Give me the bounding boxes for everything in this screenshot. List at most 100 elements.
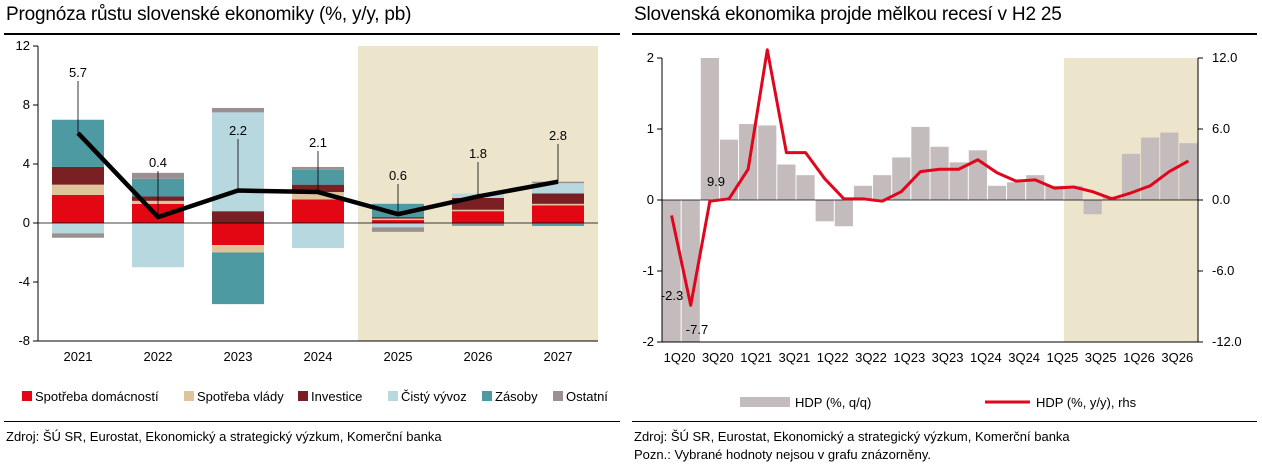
- x-tick-label: 3Q26: [1161, 350, 1193, 365]
- x-tick-label: 3Q22: [855, 350, 887, 365]
- bar-segment: [132, 223, 184, 268]
- right-source-text: Zdroj: ŠÚ SR, Eurostat, Ekonomický a str…: [634, 429, 1070, 444]
- y-tick-label: 12: [16, 38, 30, 53]
- y-tick-label-right: 0.0: [1212, 192, 1230, 207]
- legend-label: Spotřeba vlády: [197, 389, 284, 404]
- hdp-qq-bar: [815, 200, 834, 222]
- y-tick-label-right: -12.0: [1212, 334, 1242, 349]
- data-label: 0.4: [149, 155, 167, 170]
- hdp-qq-bar: [892, 157, 911, 200]
- y-tick-label: -4: [18, 274, 30, 289]
- hdp-qq-bar: [1007, 182, 1026, 200]
- hdp-qq-bar: [1160, 132, 1179, 200]
- hdp-qq-bar: [719, 139, 739, 200]
- y-tick-label: 8: [23, 97, 30, 112]
- left-source-rule: [4, 421, 620, 422]
- bar-segment: [212, 107, 264, 113]
- hdp-qq-bar: [700, 58, 719, 200]
- data-label: 2.2: [229, 123, 247, 138]
- bar-segment: [452, 211, 504, 223]
- legend-label-line: HDP (%, y/y), rhs: [1036, 395, 1137, 410]
- x-tick-label: 1Q23: [893, 350, 925, 365]
- x-tick-label: 2022: [144, 349, 173, 364]
- x-tick-label: 1Q24: [970, 350, 1002, 365]
- bar-segment: [52, 233, 104, 238]
- hdp-qq-bar: [777, 164, 796, 200]
- data-label: 5.7: [69, 65, 87, 80]
- bar-segment: [372, 223, 424, 228]
- hdp-yy-line: [670, 48, 1190, 307]
- y-tick-label-left: -1: [642, 263, 654, 278]
- hdp-qq-bar: [1141, 137, 1160, 200]
- bar-segment: [292, 223, 344, 249]
- hdp-qq-bar: [853, 185, 873, 200]
- bar-segment: [212, 211, 264, 223]
- bar-segment: [52, 184, 104, 195]
- x-tick-label: 3Q20: [702, 350, 734, 365]
- legend-label: Zásoby: [495, 389, 538, 404]
- hdp-qq-bar: [987, 185, 1007, 200]
- hdp-qq-bar: [949, 162, 968, 200]
- y-tick-label-left: -2: [642, 334, 654, 349]
- legend-swatch: [553, 391, 563, 401]
- bar-segment: [452, 209, 504, 212]
- bar-segment: [532, 203, 584, 206]
- legend-label: Čistý vývoz: [401, 389, 467, 404]
- x-tick-label: 3Q23: [932, 350, 964, 365]
- right-note-text: Pozn.: Vybrané hodnoty nejsou v grafu zn…: [634, 447, 932, 462]
- bar-segment: [292, 192, 344, 200]
- left-source-text: Zdroj: ŠÚ SR, Eurostat, Ekonomický a str…: [6, 429, 442, 444]
- hdp-qq-bar: [758, 125, 777, 200]
- x-tick-label: 2027: [544, 349, 573, 364]
- bar-segment: [532, 205, 584, 223]
- legend-swatch: [184, 391, 194, 401]
- legend-label: Investice: [311, 389, 362, 404]
- hdp-qq-bar: [968, 150, 987, 200]
- bar-segment: [452, 224, 504, 226]
- x-tick-label: 2024: [304, 349, 333, 364]
- x-tick-label: 3Q25: [1085, 350, 1117, 365]
- left-stacked-bar-chart: -8 -4 0 4 8 12 2021 2022 2023 2024 2025 2026 2027 5.7…: [16, 38, 609, 404]
- y-tick-label-right: 12.0: [1212, 50, 1237, 65]
- hdp-qq-bar: [873, 175, 892, 200]
- legend-swatch-bar: [740, 397, 790, 407]
- hdp-qq-bar: [834, 200, 853, 227]
- data-label: -7.7: [686, 322, 708, 337]
- left-title-rule: [4, 33, 620, 35]
- data-label: 2.1: [309, 135, 327, 150]
- left-chart-title: Prognóza růstu slovenské ekonomiky (%, y…: [6, 4, 412, 25]
- bar-segment: [532, 223, 584, 226]
- y-tick-label: 4: [23, 156, 30, 171]
- y-tick-label-left: 0: [647, 192, 654, 207]
- right-title-rule: [632, 33, 1257, 35]
- legend-label: Ostatní: [566, 389, 608, 404]
- x-tick-label: 2025: [384, 349, 413, 364]
- data-label: 2.8: [549, 128, 567, 143]
- hdp-qq-bar: [681, 200, 700, 342]
- hdp-qq-bar: [1121, 153, 1141, 200]
- bar-segment: [52, 223, 104, 234]
- x-tick-label: 2021: [64, 349, 93, 364]
- hdp-qq-bar: [1083, 200, 1102, 215]
- legend-label: Spotřeba domácností: [35, 389, 159, 404]
- x-tick-label: 1Q21: [740, 350, 772, 365]
- legend-label-bar: HDP (%, q/q): [795, 395, 871, 410]
- bar-segment: [292, 199, 344, 223]
- y-tick-label: 0: [23, 215, 30, 230]
- bar-segment: [212, 252, 264, 305]
- data-label: 9.9: [707, 174, 725, 189]
- bar-segment: [212, 223, 264, 246]
- y-tick-label-right: 6.0: [1212, 121, 1230, 136]
- bar-segment: [452, 223, 504, 225]
- x-tick-label: 3Q24: [1008, 350, 1040, 365]
- right-source-rule: [632, 421, 1257, 422]
- x-tick-label: 1Q25: [1047, 350, 1079, 365]
- y-tick-label: -8: [18, 333, 30, 348]
- x-tick-label: 2023: [224, 349, 253, 364]
- data-label: 1.8: [469, 146, 487, 161]
- bar-segment: [452, 197, 504, 210]
- x-tick-label: 3Q21: [779, 350, 811, 365]
- bar-segment: [52, 166, 104, 185]
- x-tick-label: 1Q22: [817, 350, 849, 365]
